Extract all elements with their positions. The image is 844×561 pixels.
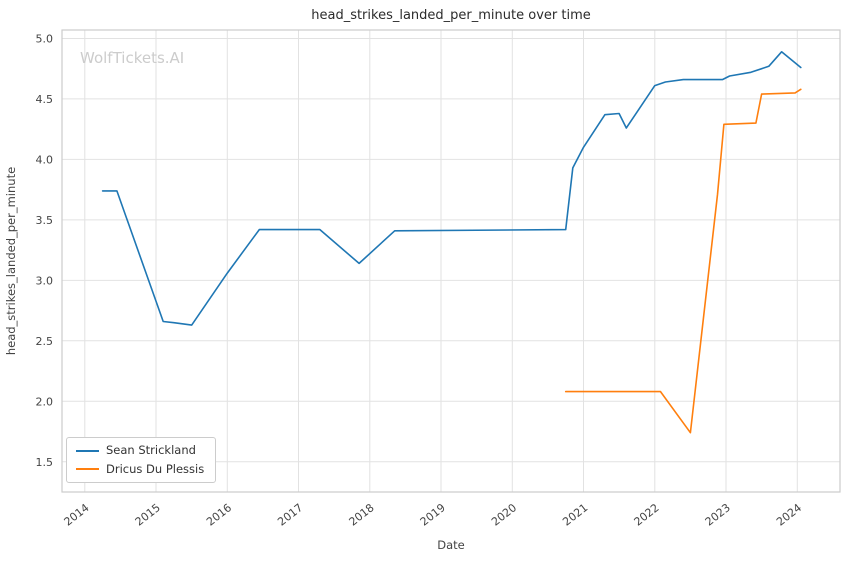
- watermark: WolfTickets.AI: [80, 49, 184, 67]
- y-tick-label: 3.5: [36, 214, 54, 227]
- x-tick-label: 2017: [275, 501, 305, 528]
- x-axis-label: Date: [437, 538, 465, 552]
- x-tick-label: 2024: [774, 501, 804, 528]
- x-tick-label: 2015: [133, 501, 163, 528]
- y-tick-label: 4.0: [36, 153, 54, 166]
- legend-line-dricus-du-plessis: [76, 468, 99, 471]
- legend: Sean Strickland Dricus Du Plessis: [66, 437, 217, 483]
- y-axis-label: head_strikes_landed_per_minute: [4, 167, 18, 355]
- chart-title: head_strikes_landed_per_minute over time: [311, 8, 591, 23]
- x-tick-label: 2022: [632, 501, 662, 528]
- y-tick-label: 3.0: [36, 274, 54, 287]
- x-tick-label: 2018: [347, 501, 377, 528]
- legend-item-sean-strickland: Sean Strickland: [76, 443, 204, 457]
- legend-label-sean-strickland: Sean Strickland: [106, 443, 196, 457]
- legend-item-dricus-du-plessis: Dricus Du Plessis: [76, 461, 205, 476]
- series-line-sean-strickland: [101, 50, 802, 326]
- y-tick-label: 2.0: [36, 395, 54, 408]
- y-tick-label: 2.5: [36, 335, 54, 348]
- x-tick-label: 2019: [418, 501, 448, 528]
- x-tick-label: 2014: [62, 501, 92, 528]
- x-tick-label: 2021: [560, 501, 590, 528]
- y-tick-label: 1.5: [36, 456, 54, 469]
- plot-border: [61, 29, 841, 493]
- x-tick-label: 2023: [703, 501, 733, 528]
- x-tick-label: 2016: [204, 501, 234, 528]
- y-tick-label: 4.5: [36, 93, 54, 106]
- legend-line-sean-strickland: [76, 449, 99, 452]
- y-tick-label: 5.0: [36, 33, 54, 46]
- legend-label-dricus-du-plessis: Dricus Du Plessis: [106, 461, 205, 476]
- series-line-dricus-du-plessis: [564, 88, 802, 434]
- x-tick-label: 2020: [489, 501, 519, 528]
